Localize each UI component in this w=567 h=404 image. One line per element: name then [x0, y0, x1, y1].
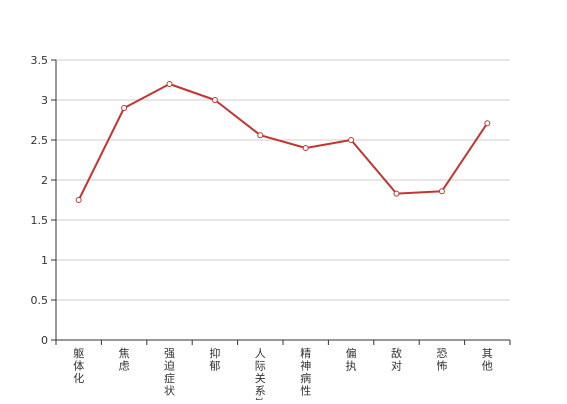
data-point: [484, 120, 491, 127]
grid-lines: [56, 59, 510, 301]
y-tick-label: 3.5: [31, 54, 49, 67]
x-tick-label: 强迫症状: [164, 347, 175, 398]
x-tick-label: 恐怖: [436, 347, 447, 373]
data-point: [302, 145, 309, 151]
series-line-group: [77, 83, 489, 201]
y-tick-label: 1: [41, 254, 48, 267]
y-tick-labels: 0 0.5 1 1.5 2 2.5 3 3.5: [31, 54, 49, 347]
x-tick-label: 偏执: [346, 346, 357, 373]
data-point: [393, 190, 400, 197]
axes: [51, 59, 511, 345]
data-point: [438, 188, 445, 195]
y-tick-label: 0.5: [31, 294, 49, 307]
data-point: [348, 137, 355, 143]
x-tick-labels: 躯体化 焦虑 强迫症状 抑郁 人际关系敏感 精神病性 偏执 敌对 恐怖 其他: [73, 346, 493, 404]
y-tick-label: 2: [41, 174, 48, 187]
data-point: [211, 97, 218, 103]
x-tick-label: 敌对: [391, 346, 402, 373]
y-tick-label: 0: [41, 334, 48, 347]
data-point: [121, 105, 128, 111]
data-point: [257, 132, 264, 139]
data-point-group: [75, 81, 491, 203]
y-tick-label: 3: [41, 94, 48, 107]
x-tick-label: 其他: [482, 347, 493, 373]
series-line: [77, 83, 489, 201]
x-tick-label: 躯体化: [73, 347, 84, 385]
data-point: [166, 81, 173, 87]
x-tick-label: 抑郁: [209, 346, 220, 373]
y-tick-label: 1.5: [31, 214, 49, 227]
x-tick-label: 精神病性: [300, 347, 311, 398]
data-point: [75, 197, 82, 203]
x-tick-label: 焦虑: [119, 347, 130, 373]
y-tick-label: 2.5: [31, 134, 49, 147]
x-tick-label: 人际关系敏感: [255, 347, 266, 400]
